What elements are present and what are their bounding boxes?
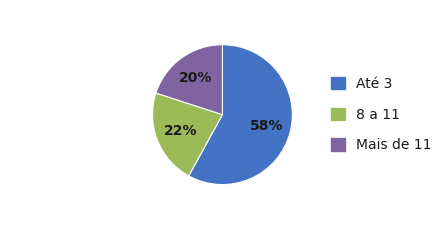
Legend: Até 3, 8 a 11, Mais de 11: Até 3, 8 a 11, Mais de 11	[326, 72, 434, 158]
Wedge shape	[152, 93, 223, 176]
Text: 22%: 22%	[164, 124, 197, 138]
Text: 20%: 20%	[179, 71, 212, 85]
Wedge shape	[156, 45, 223, 115]
Wedge shape	[189, 45, 293, 185]
Text: 58%: 58%	[250, 119, 283, 133]
